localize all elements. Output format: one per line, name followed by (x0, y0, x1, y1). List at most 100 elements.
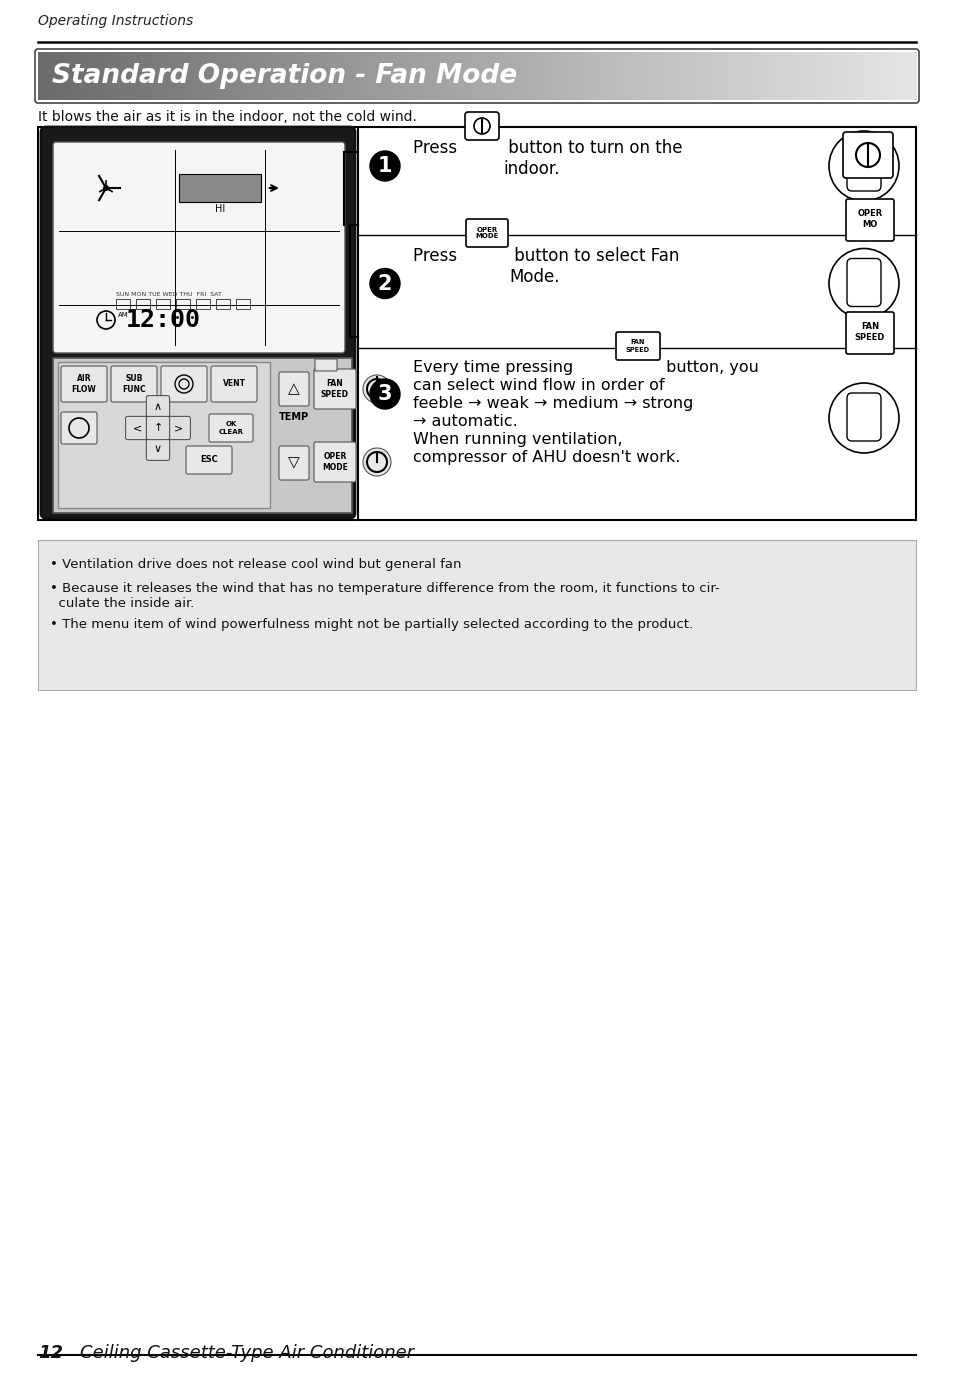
Text: AIR
FLOW: AIR FLOW (71, 374, 96, 393)
Bar (696, 52, 704, 99)
Text: ▽: ▽ (288, 455, 299, 470)
Bar (235, 300, 250, 309)
FancyBboxPatch shape (314, 370, 355, 409)
Text: • The menu item of wind powerfulness might not be partially selected according t: • The menu item of wind powerfulness mig… (50, 617, 693, 631)
Bar (557, 52, 565, 99)
Text: ESC: ESC (200, 455, 217, 465)
Bar (257, 52, 266, 99)
Bar (879, 52, 887, 99)
Bar (250, 52, 258, 99)
Text: AM: AM (118, 312, 129, 318)
FancyBboxPatch shape (146, 437, 170, 461)
Bar (195, 300, 210, 309)
Text: ∧: ∧ (153, 402, 162, 412)
Bar (215, 300, 230, 309)
Bar (644, 52, 653, 99)
FancyBboxPatch shape (465, 218, 507, 246)
Bar (513, 52, 521, 99)
Bar (425, 52, 434, 99)
Text: • Because it releases the wind that has no temperature difference from the room,: • Because it releases the wind that has … (50, 582, 719, 610)
FancyBboxPatch shape (278, 372, 309, 406)
Bar (96, 52, 105, 99)
Bar (469, 52, 477, 99)
FancyBboxPatch shape (186, 447, 232, 475)
Bar (674, 52, 682, 99)
Bar (440, 52, 448, 99)
Bar (60, 52, 69, 99)
Bar (331, 52, 338, 99)
Bar (126, 52, 134, 99)
Text: 12: 12 (38, 1344, 63, 1362)
Text: button, you: button, you (660, 360, 758, 375)
Bar (323, 52, 332, 99)
Text: ∨: ∨ (153, 444, 162, 454)
Bar (659, 52, 667, 99)
Bar (863, 52, 872, 99)
Bar (725, 52, 733, 99)
Circle shape (828, 249, 898, 319)
Bar (498, 52, 507, 99)
Bar (133, 52, 141, 99)
Bar (455, 52, 463, 99)
FancyBboxPatch shape (846, 141, 880, 190)
Bar (447, 52, 456, 99)
Bar (718, 52, 726, 99)
Bar (506, 52, 514, 99)
Bar (710, 52, 719, 99)
FancyBboxPatch shape (61, 365, 107, 402)
Bar (411, 52, 419, 99)
Circle shape (370, 151, 399, 181)
Bar (206, 52, 214, 99)
Bar (754, 52, 762, 99)
Bar (747, 52, 755, 99)
Bar (381, 52, 390, 99)
Text: OK
CLEAR: OK CLEAR (218, 421, 243, 434)
Bar (38, 127, 915, 519)
Bar (156, 300, 170, 309)
Bar (53, 358, 352, 512)
Bar (58, 363, 270, 508)
Bar (791, 52, 800, 99)
Bar (74, 52, 83, 99)
Bar (375, 52, 382, 99)
Bar (564, 52, 573, 99)
Bar (835, 52, 843, 99)
Bar (294, 52, 302, 99)
Bar (594, 52, 601, 99)
Text: 1: 1 (377, 155, 392, 176)
FancyBboxPatch shape (209, 414, 253, 442)
Bar (476, 52, 485, 99)
Bar (367, 52, 375, 99)
Bar (820, 52, 828, 99)
Text: → automatic.: → automatic. (413, 414, 517, 428)
Bar (871, 52, 880, 99)
Text: FAN
SPEED: FAN SPEED (625, 340, 649, 353)
Bar (221, 52, 229, 99)
FancyBboxPatch shape (126, 416, 149, 440)
Text: Standard Operation - Fan Mode: Standard Operation - Fan Mode (52, 63, 517, 90)
Bar (235, 52, 244, 99)
Bar (38, 52, 47, 99)
FancyBboxPatch shape (842, 132, 892, 178)
Bar (638, 52, 645, 99)
Text: It blows the air as it is in the indoor, not the cold wind.: It blows the air as it is in the indoor,… (38, 111, 416, 125)
Bar (309, 52, 316, 99)
Bar (175, 300, 190, 309)
Bar (608, 52, 617, 99)
Bar (265, 52, 273, 99)
Bar (82, 52, 91, 99)
FancyBboxPatch shape (146, 396, 170, 419)
Text: Press: Press (413, 139, 462, 157)
Text: Operating Instructions: Operating Instructions (38, 14, 193, 28)
Bar (901, 52, 909, 99)
Bar (162, 52, 171, 99)
Text: Ceiling Cassette-Type Air Conditioner: Ceiling Cassette-Type Air Conditioner (80, 1344, 414, 1362)
FancyBboxPatch shape (41, 127, 355, 518)
Text: VENT: VENT (222, 379, 245, 388)
Bar (46, 52, 53, 99)
Bar (213, 52, 222, 99)
Bar (287, 52, 294, 99)
Bar (38, 540, 915, 690)
FancyBboxPatch shape (846, 259, 880, 307)
Bar (403, 52, 412, 99)
